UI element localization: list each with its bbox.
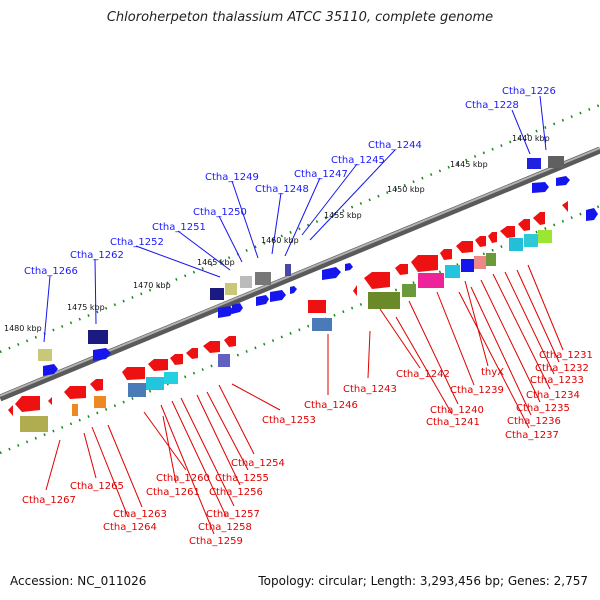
gene-label[interactable]: Ctha_1267 [22, 495, 76, 506]
gene-label[interactable]: Ctha_1239 [450, 385, 504, 396]
scale-label: 1455 kbp [324, 211, 362, 220]
genome-summary: Topology: circular; Length: 3,293,456 bp… [258, 574, 588, 588]
gene-label[interactable]: Ctha_1262 [70, 250, 124, 261]
accession-label: Accession: NC_011026 [10, 574, 147, 588]
gene-label[interactable]: Ctha_1260 [156, 473, 210, 484]
gene-label[interactable]: Ctha_1246 [304, 400, 358, 411]
gene-label[interactable]: Ctha_1265 [70, 481, 124, 492]
gene-label[interactable]: Ctha_1245 [331, 155, 385, 166]
gene-label[interactable]: Ctha_1253 [262, 415, 316, 426]
gene-label[interactable]: Ctha_1236 [507, 416, 561, 427]
bottom-leaders [45, 264, 564, 535]
gene-label[interactable]: Ctha_1254 [231, 458, 285, 469]
scale-label: 1450 kbp [387, 185, 425, 194]
scale-label: 1470 kbp [133, 281, 171, 290]
gene-label[interactable]: Ctha_1233 [530, 375, 584, 386]
gene-label[interactable]: Ctha_1231 [539, 350, 593, 361]
scale-label: 1440 kbp [512, 134, 550, 143]
gene-label[interactable]: Ctha_1242 [396, 369, 450, 380]
gene-label[interactable]: Ctha_1258 [198, 522, 252, 533]
gene-label[interactable]: thyX [481, 367, 504, 378]
top-gene-labels: Ctha_1226 Ctha_1228 Ctha_1244 Ctha_1245 … [24, 86, 556, 277]
scale-label: 1460 kbp [261, 236, 299, 245]
scale-label: 1465 kbp [197, 258, 235, 267]
gene-label[interactable]: Ctha_1266 [24, 266, 78, 277]
gene-label[interactable]: Ctha_1252 [110, 237, 164, 248]
gene-label[interactable]: Ctha_1264 [103, 522, 157, 533]
gene-label[interactable]: Ctha_1249 [205, 172, 259, 183]
gene-label[interactable]: Ctha_1250 [193, 207, 247, 218]
gene-label[interactable]: Ctha_1251 [152, 222, 206, 233]
bottom-gene-labels: Ctha_1231 Ctha_1232 Ctha_1233 Ctha_1234 … [22, 350, 593, 547]
gene-label[interactable]: Ctha_1263 [113, 509, 167, 520]
gene-label[interactable]: Ctha_1247 [294, 169, 348, 180]
gene-label[interactable]: Ctha_1243 [343, 384, 397, 395]
gene-label[interactable]: Ctha_1248 [255, 184, 309, 195]
gene-label[interactable]: Ctha_1255 [215, 473, 269, 484]
scale-label: 1445 kbp [450, 160, 488, 169]
forward-genes [38, 156, 598, 376]
gene-label[interactable]: Ctha_1228 [465, 100, 519, 111]
top-leaders [43, 95, 547, 343]
reverse-colored-boxes [20, 230, 552, 432]
scale-label: 1480 kbp [4, 324, 42, 333]
gene-label[interactable]: Ctha_1237 [505, 430, 559, 441]
gene-label[interactable]: Ctha_1261 [146, 487, 200, 498]
gene-label[interactable]: Ctha_1256 [209, 487, 263, 498]
gene-label[interactable]: Ctha_1232 [535, 363, 589, 374]
gene-label[interactable]: Ctha_1257 [206, 509, 260, 520]
gene-label[interactable]: Ctha_1235 [516, 403, 570, 414]
gene-label[interactable]: Ctha_1241 [426, 417, 480, 428]
gene-label[interactable]: Ctha_1234 [526, 390, 580, 401]
scale-label: 1475 kbp [67, 303, 105, 312]
tick-lines [0, 103, 600, 455]
gene-label[interactable]: Ctha_1244 [368, 140, 422, 151]
reverse-genes [8, 201, 568, 416]
map-title: Chloroherpeton thalassium ATCC 35110, co… [106, 10, 494, 25]
gene-label[interactable]: Ctha_1259 [189, 536, 243, 547]
scale-labels: 1440 kbp 1445 kbp 1450 kbp 1455 kbp 1460… [4, 134, 550, 333]
gene-label[interactable]: Ctha_1240 [430, 405, 484, 416]
gene-label[interactable]: Ctha_1226 [502, 86, 556, 97]
